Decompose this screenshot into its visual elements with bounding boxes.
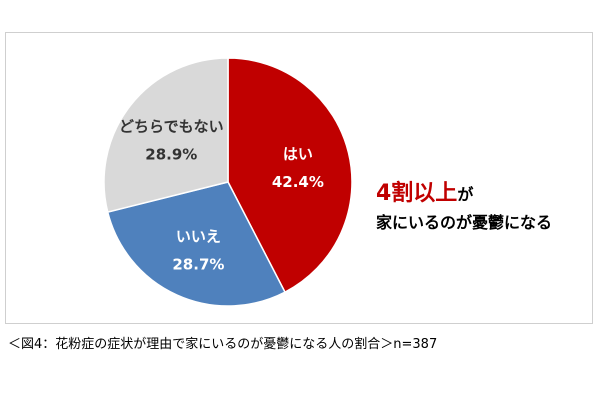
headline-emphasis: 4割以上 (376, 181, 458, 206)
slice-value-label-1: 28.7% (172, 256, 224, 274)
headline-line2: 家にいるのが憂鬱になる (376, 213, 553, 232)
chart-frame: はい 42.4% いいえ 28.7% どちらでもない 28.9% 4割以上が 家にいるのが… (5, 32, 593, 324)
pie-chart: はい 42.4% いいえ 28.7% どちらでもない 28.9% (103, 57, 353, 307)
slice-value-label-2: 28.9% (145, 146, 197, 164)
caption-text: ＜図4：花粉症の症状が理由で家にいるのが憂鬱になる人の割合＞ (8, 337, 394, 352)
pie-slice-0 (227, 57, 353, 294)
slice-category-label-2: どちらでもない (119, 118, 224, 136)
figure-caption: ＜図4：花粉症の症状が理由で家にいるのが憂鬱になる人の割合＞n=387 (8, 333, 437, 352)
pie-slice-2 (103, 57, 229, 213)
headline: 4割以上が 家にいるのが憂鬱になる (376, 181, 596, 236)
headline-line1: 4割以上が (376, 181, 596, 208)
headline-emphasis-suffix: が (457, 185, 474, 204)
slice-category-label-1: いいえ (176, 228, 221, 246)
pie-slice-1 (106, 181, 286, 307)
slice-value-label-0: 42.4% (272, 173, 324, 191)
slice-category-label-0: はい (283, 145, 313, 163)
caption-sample-size: n=387 (393, 337, 438, 352)
